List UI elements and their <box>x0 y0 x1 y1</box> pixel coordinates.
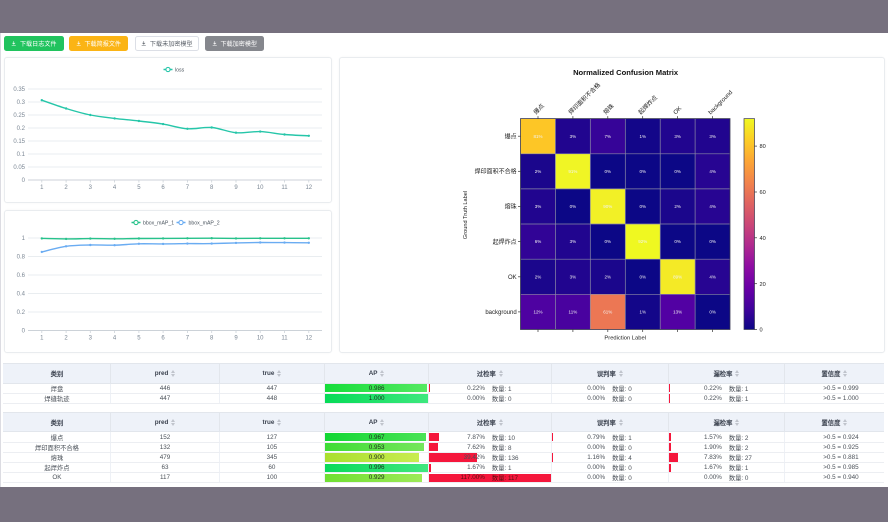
svg-text:2%: 2% <box>674 204 681 209</box>
svg-text:0.25: 0.25 <box>13 113 25 119</box>
svg-text:1%: 1% <box>639 310 646 315</box>
svg-text:92%: 92% <box>638 239 647 244</box>
svg-text:0.6: 0.6 <box>16 273 25 279</box>
svg-text:0%: 0% <box>674 239 681 244</box>
svg-text:1: 1 <box>21 236 25 242</box>
svg-text:90%: 90% <box>603 204 612 209</box>
svg-text:Normalized Confusion Matrix: Normalized Confusion Matrix <box>573 68 679 77</box>
svg-text:5: 5 <box>137 185 141 191</box>
svg-text:起焊炸点: 起焊炸点 <box>636 94 659 117</box>
svg-text:2%: 2% <box>535 274 542 279</box>
svg-text:熔珠: 熔珠 <box>602 102 616 116</box>
svg-text:0.3: 0.3 <box>16 100 25 106</box>
svg-text:loss: loss <box>175 68 185 74</box>
svg-text:40: 40 <box>760 236 766 242</box>
svg-text:1%: 1% <box>639 134 646 139</box>
svg-text:0%: 0% <box>709 310 716 315</box>
svg-text:Ground Truth Label: Ground Truth Label <box>463 191 469 239</box>
svg-text:61%: 61% <box>603 310 612 315</box>
svg-text:0: 0 <box>760 328 763 334</box>
svg-text:1: 1 <box>40 185 44 191</box>
svg-text:8: 8 <box>210 336 214 342</box>
svg-text:bbox_mAP_1: bbox_mAP_1 <box>143 221 174 227</box>
svg-text:80: 80 <box>760 144 766 150</box>
svg-text:6: 6 <box>161 185 165 191</box>
svg-text:8: 8 <box>210 185 214 191</box>
svg-text:0.2: 0.2 <box>16 310 25 316</box>
svg-text:3%: 3% <box>570 239 577 244</box>
svg-text:3%: 3% <box>535 204 542 209</box>
svg-text:9: 9 <box>234 336 238 342</box>
svg-text:2%: 2% <box>535 169 542 174</box>
svg-text:6%: 6% <box>535 239 542 244</box>
svg-text:13%: 13% <box>673 310 682 315</box>
svg-text:0.8: 0.8 <box>16 255 25 261</box>
svg-text:0%: 0% <box>709 239 716 244</box>
svg-text:爆点: 爆点 <box>532 102 546 116</box>
svg-text:3: 3 <box>88 336 92 342</box>
svg-text:7: 7 <box>185 336 189 342</box>
svg-text:91%: 91% <box>568 169 577 174</box>
svg-text:2: 2 <box>64 185 68 191</box>
svg-text:0%: 0% <box>639 204 646 209</box>
svg-text:7: 7 <box>185 185 189 191</box>
svg-text:10: 10 <box>256 336 263 342</box>
svg-text:焊印面积不合格: 焊印面积不合格 <box>475 168 517 176</box>
svg-text:bbox_mAP_2: bbox_mAP_2 <box>188 221 219 227</box>
svg-text:3%: 3% <box>570 134 577 139</box>
svg-text:12: 12 <box>305 185 312 191</box>
svg-text:background: background <box>708 90 734 116</box>
svg-text:0%: 0% <box>570 204 577 209</box>
svg-text:4: 4 <box>112 336 116 342</box>
svg-text:0.15: 0.15 <box>13 139 25 145</box>
svg-text:11%: 11% <box>569 310 578 315</box>
svg-text:0: 0 <box>21 329 25 335</box>
svg-text:2%: 2% <box>605 274 612 279</box>
svg-text:10: 10 <box>256 185 263 191</box>
svg-text:3%: 3% <box>570 274 577 279</box>
svg-text:3%: 3% <box>709 134 716 139</box>
svg-text:0: 0 <box>21 178 25 184</box>
svg-text:20: 20 <box>760 282 766 288</box>
svg-text:9: 9 <box>234 185 238 191</box>
svg-text:5: 5 <box>137 336 141 342</box>
svg-text:0%: 0% <box>639 274 646 279</box>
svg-text:0%: 0% <box>605 169 612 174</box>
svg-text:1: 1 <box>40 336 44 342</box>
svg-text:0%: 0% <box>605 239 612 244</box>
svg-text:0.05: 0.05 <box>13 165 25 171</box>
svg-text:OK: OK <box>508 275 517 281</box>
svg-text:焊印面积不合格: 焊印面积不合格 <box>567 81 602 116</box>
svg-text:89%: 89% <box>673 274 682 279</box>
svg-text:4%: 4% <box>709 274 716 279</box>
svg-text:0%: 0% <box>674 169 681 174</box>
svg-text:3: 3 <box>88 185 92 191</box>
svg-text:11: 11 <box>281 336 288 342</box>
svg-text:OK: OK <box>673 106 683 116</box>
svg-text:0.4: 0.4 <box>16 292 25 298</box>
svg-text:0.35: 0.35 <box>13 87 25 93</box>
svg-text:background: background <box>485 310 516 316</box>
svg-text:3%: 3% <box>674 134 681 139</box>
svg-text:0.1: 0.1 <box>16 152 25 158</box>
svg-text:7%: 7% <box>605 134 612 139</box>
svg-text:81%: 81% <box>533 134 542 139</box>
svg-text:60: 60 <box>760 190 766 196</box>
svg-text:Prediction Label: Prediction Label <box>604 336 646 342</box>
svg-text:12%: 12% <box>533 310 542 315</box>
svg-text:2: 2 <box>64 336 68 342</box>
svg-text:4%: 4% <box>709 169 716 174</box>
svg-text:11: 11 <box>281 185 288 191</box>
svg-text:4: 4 <box>112 185 116 191</box>
svg-text:0.2: 0.2 <box>16 126 25 132</box>
svg-text:爆点: 爆点 <box>505 132 517 140</box>
svg-text:0%: 0% <box>639 169 646 174</box>
svg-text:熔珠: 熔珠 <box>505 203 517 211</box>
svg-text:起焊炸点: 起焊炸点 <box>493 238 517 246</box>
svg-text:12: 12 <box>305 336 312 342</box>
svg-text:4%: 4% <box>709 204 716 209</box>
svg-text:6: 6 <box>161 336 165 342</box>
